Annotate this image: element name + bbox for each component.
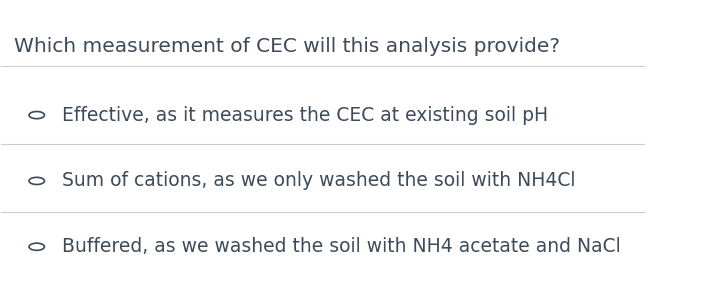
Text: Buffered, as we washed the soil with NH4 acetate and NaCl: Buffered, as we washed the soil with NH4… (62, 237, 621, 256)
Text: Sum of cations, as we only washed the soil with NH4Cl: Sum of cations, as we only washed the so… (62, 172, 576, 191)
Text: Which measurement of CEC will this analysis provide?: Which measurement of CEC will this analy… (14, 37, 560, 56)
Text: Effective, as it measures the CEC at existing soil pH: Effective, as it measures the CEC at exi… (62, 106, 549, 125)
